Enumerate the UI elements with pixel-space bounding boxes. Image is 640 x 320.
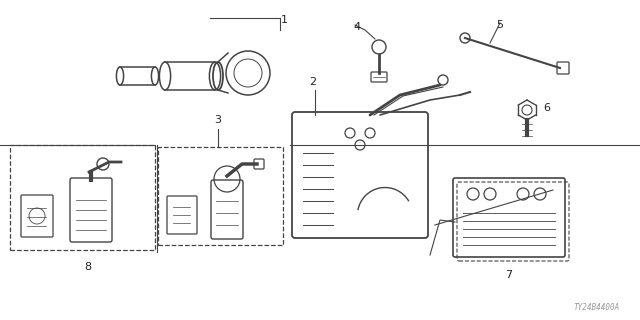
- Text: 1: 1: [281, 15, 288, 25]
- Text: 7: 7: [506, 270, 513, 280]
- Text: 5: 5: [497, 20, 504, 30]
- Text: TY24B4400A: TY24B4400A: [573, 303, 620, 312]
- Text: 8: 8: [84, 262, 91, 272]
- Text: 3: 3: [214, 115, 221, 125]
- Text: 2: 2: [309, 77, 317, 87]
- Text: 6: 6: [543, 103, 550, 113]
- Text: 4: 4: [353, 22, 360, 32]
